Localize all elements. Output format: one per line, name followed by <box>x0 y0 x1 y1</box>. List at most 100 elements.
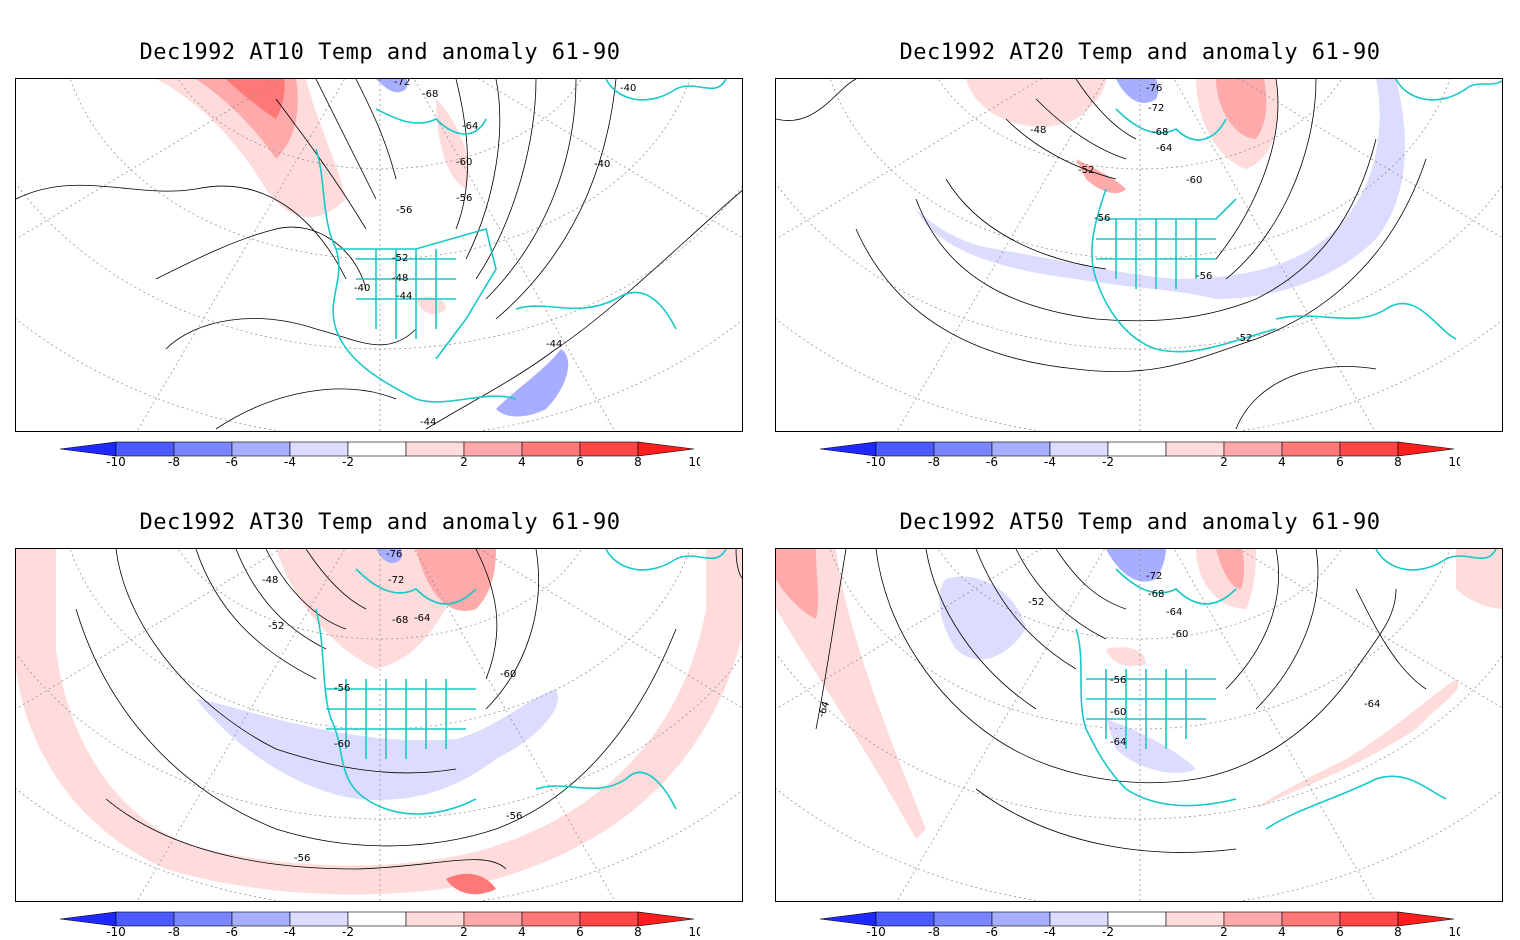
colorbar-segment <box>933 911 993 927</box>
contour-label: -48 <box>392 273 408 284</box>
colorbar-tick-label: -10 <box>866 455 886 466</box>
contour-label: -52 <box>1078 165 1094 176</box>
map-at50: -72 -68 -64 -52 -60 -56 -60 -64 -64 -64 <box>775 548 1503 902</box>
colorbar-segment <box>1223 441 1283 457</box>
contour-label: -40 <box>354 283 370 294</box>
map-at20: -76 -72 -68 -64 -60 -48 -52 -56 -56 -52 <box>775 78 1503 432</box>
colorbar-tick-label: 10 <box>688 455 700 466</box>
colorbar-segment <box>1339 441 1399 457</box>
colorbar-tick-label: -2 <box>342 455 354 466</box>
colorbar-tick-label: -6 <box>986 455 998 466</box>
colorbar-tick-label: -4 <box>1044 925 1056 936</box>
colorbar-arrow-low <box>60 441 117 457</box>
colorbar-tick-label: -10 <box>106 455 126 466</box>
colorbar-segment <box>347 911 407 927</box>
panel-at30: Dec1992 AT30 Temp and anomaly 61-90 <box>0 470 760 940</box>
contour-label: -60 <box>500 669 516 680</box>
map-at30: -76 -72 -48 -68 -64 -52 -60 -56 -60 -56 … <box>15 548 743 902</box>
contour-label: -72 <box>394 79 410 88</box>
contour-label: -68 <box>422 89 438 100</box>
colorbar-tick-label: -8 <box>168 925 180 936</box>
colorbar-tick-label: -4 <box>284 925 296 936</box>
colorbar: -10 -8 -6 -4 -2 2 4 6 8 10 <box>820 911 1460 936</box>
colorbar-tick-label: 2 <box>460 455 468 466</box>
map-svg: -72 -68 -64 -60 -56 -56 -52 -48 -44 -40 … <box>16 79 742 431</box>
colorbar-segment <box>231 441 291 457</box>
colorbar-segment <box>405 441 465 457</box>
contour-label: -64 <box>414 613 430 624</box>
colorbar-arrow-low <box>60 911 117 927</box>
colorbar-tick-label: 8 <box>1394 925 1402 936</box>
colorbar-arrow-high <box>637 911 695 927</box>
colorbar-segment <box>289 911 349 927</box>
colorbar-tick-label: -10 <box>866 925 886 936</box>
colorbar-tick-label: 4 <box>1278 925 1286 936</box>
colorbar-arrow-high <box>1397 441 1455 457</box>
colorbar-tick-label: 2 <box>1220 455 1228 466</box>
colorbar-segment <box>173 911 233 927</box>
colorbar-segment <box>231 911 291 927</box>
colorbar-tick-label: -6 <box>226 455 238 466</box>
colorbar-tick-label: -4 <box>1044 455 1056 466</box>
contour-label: -64 <box>462 121 478 132</box>
colorbar-segment <box>579 911 639 927</box>
colorbar-tick-label: 4 <box>1278 455 1286 466</box>
colorbar-segment <box>405 911 465 927</box>
colorbar-segment <box>521 441 581 457</box>
colorbar-arrow-low <box>820 441 877 457</box>
contour-label: -56 <box>1094 213 1110 224</box>
colorbar-tick-label: 4 <box>518 925 526 936</box>
contour-label: -56 <box>456 193 472 204</box>
map-svg: -72 -68 -64 -52 -60 -56 -60 -64 -64 -64 <box>776 549 1502 901</box>
contour-label: -52 <box>268 621 284 632</box>
contour-label: -44 <box>546 339 562 350</box>
colorbar-segment <box>347 441 407 457</box>
contour-label: -44 <box>396 291 412 302</box>
colorbar-tick-label: 2 <box>460 925 468 936</box>
colorbar-segment <box>1049 441 1109 457</box>
colorbar-arrow-high <box>637 441 695 457</box>
colorbar-segment <box>1165 441 1225 457</box>
colorbar-tick-label: -6 <box>226 925 238 936</box>
contour-label: -56 <box>334 683 350 694</box>
contour-label: -56 <box>1196 271 1212 282</box>
colorbar-segment <box>463 441 523 457</box>
colorbar-tick-label: 8 <box>634 455 642 466</box>
colorbar-tick-label: -2 <box>1102 925 1114 936</box>
contour-label: -60 <box>1186 175 1202 186</box>
colorbar-segment <box>289 441 349 457</box>
colorbar-tick-label: -8 <box>928 455 940 466</box>
colorbar-tick-label: -8 <box>168 455 180 466</box>
colorbar-segment <box>875 911 935 927</box>
panel-at20: Dec1992 AT20 Temp and anomaly 61-90 <box>760 0 1520 470</box>
contour-label: -72 <box>1148 103 1164 114</box>
contour-label: -56 <box>294 853 310 864</box>
contour-label: -72 <box>388 575 404 586</box>
colorbar-tick-label: -10 <box>106 925 126 936</box>
colorbar-segment <box>875 441 935 457</box>
contour-label: -52 <box>1028 597 1044 608</box>
colorbar-segment <box>115 441 175 457</box>
contour-labels: -72 -68 -64 -52 -60 -56 -60 -64 -64 -64 <box>816 571 1380 748</box>
contour-label: -64 <box>816 700 832 719</box>
contour-label: -40 <box>594 159 610 170</box>
colorbar-segment <box>991 911 1051 927</box>
colorbar-segment <box>463 911 523 927</box>
colorbar-tick-label: 2 <box>1220 925 1228 936</box>
contour-label: -60 <box>334 739 350 750</box>
colorbar-segment <box>933 441 993 457</box>
contour-labels: -76 -72 -48 -68 -64 -52 -60 -56 -60 -56 … <box>262 549 522 864</box>
colorbar-segment <box>1281 441 1341 457</box>
colorbar-tick-label: 6 <box>576 925 584 936</box>
colorbar: -10 -8 -6 -4 -2 2 4 6 8 10 <box>820 441 1460 466</box>
colorbar-segment <box>173 441 233 457</box>
map-svg: -76 -72 -48 -68 -64 -52 -60 -56 -60 -56 … <box>16 549 742 901</box>
panel-title: Dec1992 AT30 Temp and anomaly 61-90 <box>139 510 621 535</box>
contour-label: -64 <box>1364 699 1380 710</box>
contour-labels: -76 -72 -68 -64 -60 -48 -52 -56 -56 -52 <box>1030 83 1252 344</box>
contour-label: -56 <box>506 811 522 822</box>
contour-label: -48 <box>1030 125 1046 136</box>
colorbar-tick-label: -8 <box>928 925 940 936</box>
contour-label: -60 <box>1172 629 1188 640</box>
contour-label: -56 <box>396 205 412 216</box>
